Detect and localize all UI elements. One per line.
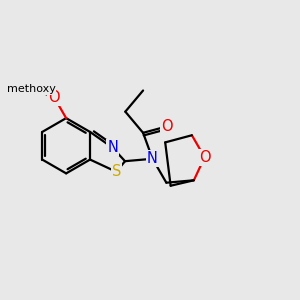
Text: N: N (107, 140, 118, 155)
Text: S: S (112, 164, 121, 179)
Text: O: O (199, 150, 210, 165)
Text: methoxy: methoxy (7, 84, 56, 94)
Text: O: O (161, 119, 173, 134)
Text: O: O (48, 90, 60, 105)
Text: N: N (147, 151, 158, 166)
